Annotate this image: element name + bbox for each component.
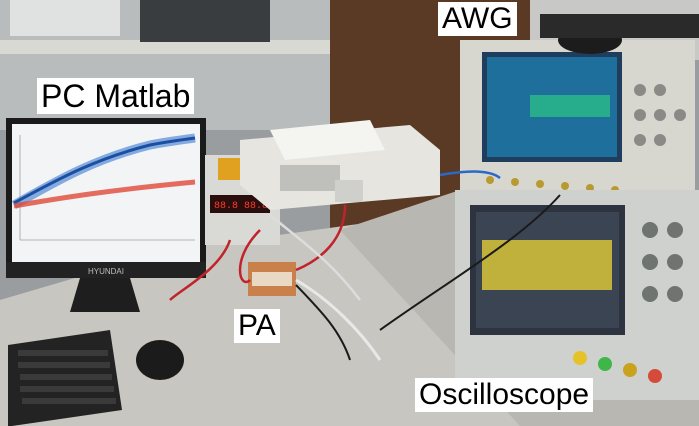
power-supply-readout: 88.8 88.8 — [214, 201, 268, 212]
matlab-plot — [11, 133, 196, 241]
bench-instrument-keys — [280, 165, 340, 191]
monitor-bezel — [6, 262, 206, 278]
power-supply-display — [210, 195, 270, 213]
shelf-upper — [0, 40, 330, 54]
pc-matlab-label: PC Matlab — [37, 78, 195, 114]
blue-trace-core — [13, 136, 196, 205]
monitor-brand: HYUNDAI — [88, 267, 124, 276]
awg-label: AWG — [438, 2, 517, 36]
monitor-stand — [70, 278, 140, 312]
oscilloscope-inputs — [573, 351, 662, 383]
oscilloscope-trace — [482, 240, 612, 290]
awg-buttons — [634, 84, 686, 146]
papers — [270, 120, 385, 160]
keyboard-keys — [18, 350, 116, 404]
red-trace — [13, 179, 196, 209]
cables — [169, 170, 561, 361]
shelf-equipment — [140, 0, 270, 42]
shelf-box — [10, 0, 120, 36]
pa-label: PA — [234, 309, 280, 343]
oscilloscope-knobs — [642, 222, 683, 302]
awg-waveform — [530, 95, 610, 117]
bench-instrument-terminals — [335, 180, 363, 202]
oscilloscope-label: Oscilloscope — [415, 378, 594, 412]
power-amplifier-board — [252, 272, 292, 286]
mouse — [136, 340, 184, 380]
upper-keyboard — [540, 14, 699, 38]
